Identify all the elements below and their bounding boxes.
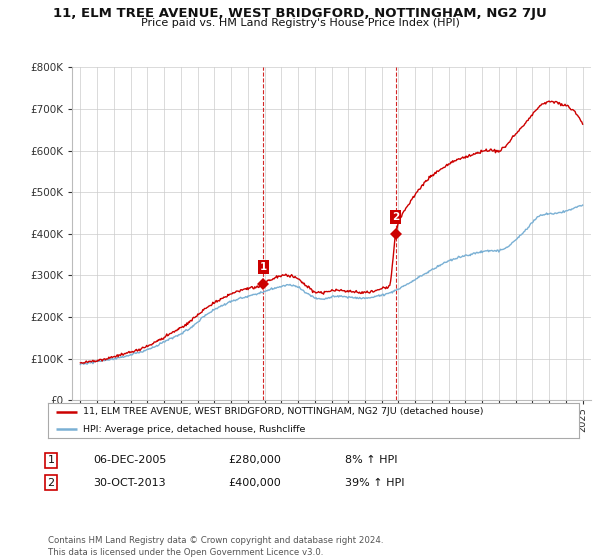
Text: £280,000: £280,000 xyxy=(228,455,281,465)
Text: Contains HM Land Registry data © Crown copyright and database right 2024.
This d: Contains HM Land Registry data © Crown c… xyxy=(48,536,383,557)
Text: £400,000: £400,000 xyxy=(228,478,281,488)
Text: 1: 1 xyxy=(260,262,267,272)
Text: 2: 2 xyxy=(47,478,55,488)
Text: 8% ↑ HPI: 8% ↑ HPI xyxy=(345,455,398,465)
Text: 11, ELM TREE AVENUE, WEST BRIDGFORD, NOTTINGHAM, NG2 7JU (detached house): 11, ELM TREE AVENUE, WEST BRIDGFORD, NOT… xyxy=(83,407,483,417)
Text: 11, ELM TREE AVENUE, WEST BRIDGFORD, NOTTINGHAM, NG2 7JU: 11, ELM TREE AVENUE, WEST BRIDGFORD, NOT… xyxy=(53,7,547,20)
Text: 30-OCT-2013: 30-OCT-2013 xyxy=(93,478,166,488)
Text: 1: 1 xyxy=(47,455,55,465)
Text: 2: 2 xyxy=(392,212,399,222)
Text: HPI: Average price, detached house, Rushcliffe: HPI: Average price, detached house, Rush… xyxy=(83,424,305,434)
Text: Price paid vs. HM Land Registry's House Price Index (HPI): Price paid vs. HM Land Registry's House … xyxy=(140,18,460,28)
Text: 39% ↑ HPI: 39% ↑ HPI xyxy=(345,478,404,488)
Text: 06-DEC-2005: 06-DEC-2005 xyxy=(93,455,166,465)
